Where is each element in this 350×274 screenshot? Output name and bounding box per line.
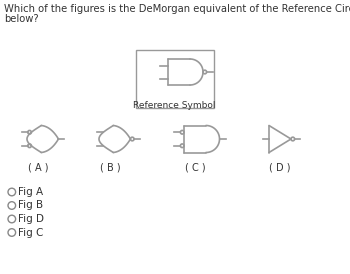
Text: Fig D: Fig D — [18, 214, 44, 224]
Text: ( B ): ( B ) — [100, 163, 120, 173]
Text: Fig B: Fig B — [18, 201, 43, 210]
Text: ( A ): ( A ) — [28, 163, 48, 173]
Text: Fig A: Fig A — [18, 187, 43, 197]
Text: ( C ): ( C ) — [185, 163, 205, 173]
Text: Which of the figures is the DeMorgan equivalent of the Reference Circuit shown: Which of the figures is the DeMorgan equ… — [4, 4, 350, 14]
Text: Reference Symbol: Reference Symbol — [133, 101, 215, 110]
Text: below?: below? — [4, 14, 38, 24]
Text: ( D ): ( D ) — [269, 163, 291, 173]
Bar — [136, 50, 214, 108]
Text: Fig C: Fig C — [18, 227, 43, 238]
